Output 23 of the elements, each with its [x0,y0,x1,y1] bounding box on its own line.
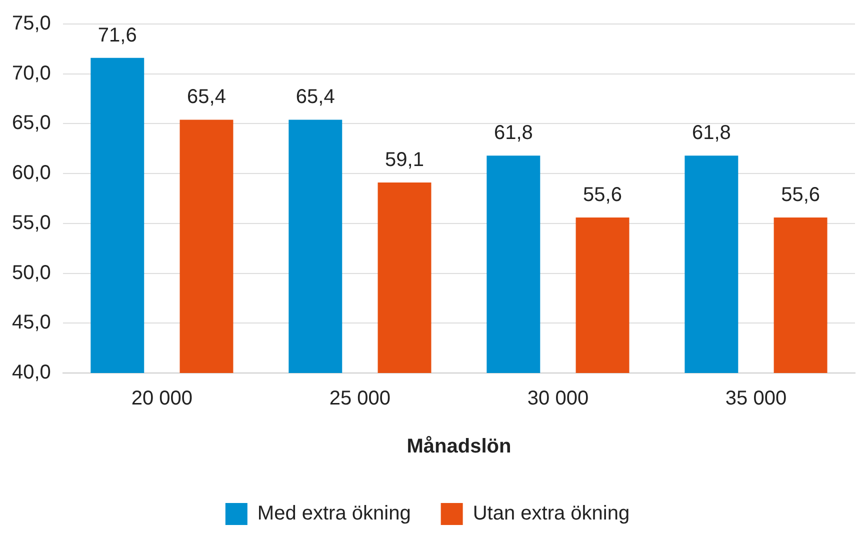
x-axis-title: Månadslön [406,436,512,458]
y-tick-label: 75,0 [12,12,51,35]
x-tick-label: 30 000 [527,388,589,410]
legend-label: Med extra ökning [257,502,411,525]
data-label: 65,4 [187,86,226,108]
data-label: 61,8 [494,122,533,144]
legend-label: Utan extra ökning [472,502,630,525]
y-tick-label: 50,0 [12,262,51,284]
x-tick-label: 25 000 [329,388,391,410]
data-label: 61,8 [692,122,731,144]
y-tick-label: 70,0 [12,62,51,84]
data-label: 55,6 [583,184,622,206]
data-label: 55,6 [781,184,820,206]
y-tick-label: 45,0 [12,312,51,334]
y-tick-label: 40,0 [12,362,51,384]
data-label: 65,4 [296,86,335,108]
data-label: 71,6 [98,24,137,46]
y-tick-label: 65,0 [12,112,51,134]
x-tick-label: 35 000 [725,388,787,410]
y-tick-label: 55,0 [12,212,51,234]
x-tick-label: 20 000 [131,388,193,410]
y-tick-label: 60,0 [12,162,51,184]
data-label: 59,1 [385,149,424,172]
